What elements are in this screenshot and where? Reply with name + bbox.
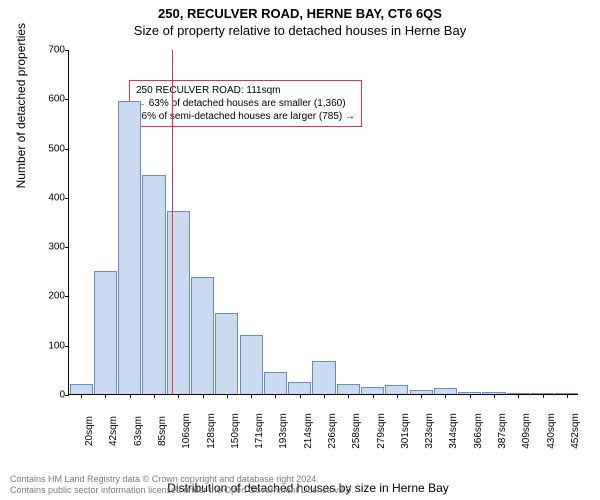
x-tick-mark [445,394,446,398]
plot-area: 250 RECULVER ROAD: 111sqm ← 63% of detac… [68,50,578,395]
x-tick-label: 85sqm [157,416,168,446]
reference-line [172,50,173,394]
y-tick-label: 400 [39,192,65,203]
x-tick-label: 20sqm [84,416,95,446]
x-tick-mark [567,394,568,398]
x-tick-label: 323sqm [424,413,435,449]
x-tick-label: 387sqm [497,413,508,449]
x-tick-mark [348,394,349,398]
x-tick-label: 279sqm [376,413,387,449]
histogram-bar [288,382,311,394]
annotation-line-3: 36% of semi-detached houses are larger (… [136,110,355,123]
x-tick-mark [81,394,82,398]
x-tick-label: 214sqm [303,413,314,449]
y-tick-label: 200 [39,291,65,302]
histogram-bar [337,384,360,394]
x-tick-label: 258sqm [351,413,362,449]
y-tick-label: 700 [39,45,65,56]
histogram-bar [240,335,263,394]
annotation-box: 250 RECULVER ROAD: 111sqm ← 63% of detac… [129,80,362,127]
y-tick-mark [65,149,69,150]
y-tick-mark [65,50,69,51]
x-tick-label: 409sqm [521,413,532,449]
x-tick-mark [543,394,544,398]
annotation-line-2: ← 63% of detached houses are smaller (1,… [136,97,355,110]
x-tick-mark [154,394,155,398]
y-tick-label: 300 [39,242,65,253]
histogram-bar [264,372,287,394]
x-tick-label: 366sqm [473,413,484,449]
x-tick-label: 150sqm [230,413,241,449]
x-tick-label: 63sqm [133,416,144,446]
histogram-bar [312,361,335,395]
y-axis-label: Number of detached properties [14,22,28,187]
histogram-bar [118,101,141,394]
y-tick-label: 600 [39,94,65,105]
x-tick-mark [178,394,179,398]
x-tick-mark [470,394,471,398]
y-tick-mark [65,296,69,297]
histogram-bar [385,385,408,394]
y-tick-mark [65,346,69,347]
y-tick-mark [65,247,69,248]
y-tick-mark [65,99,69,100]
histogram-bar [142,175,165,394]
histogram-bar [70,384,93,394]
x-tick-mark [324,394,325,398]
x-tick-mark [397,394,398,398]
x-tick-mark [518,394,519,398]
footer-line-2: Contains public sector information licen… [10,485,354,496]
y-tick-mark [65,395,69,396]
x-tick-label: 452sqm [570,413,581,449]
x-tick-mark [203,394,204,398]
histogram-bar [167,211,190,394]
x-tick-mark [275,394,276,398]
chart-title-subtitle: Size of property relative to detached ho… [0,23,600,38]
footer-attribution: Contains HM Land Registry data © Crown c… [10,474,354,497]
x-tick-label: 193sqm [278,413,289,449]
x-tick-mark [494,394,495,398]
x-tick-mark [421,394,422,398]
histogram-bar [94,271,117,394]
y-tick-label: 0 [39,390,65,401]
x-tick-label: 344sqm [448,413,459,449]
histogram-bar [191,277,214,394]
x-tick-label: 301sqm [400,413,411,449]
chart-title-address: 250, RECULVER ROAD, HERNE BAY, CT6 6QS [0,6,600,21]
x-tick-label: 42sqm [108,416,119,446]
x-tick-mark [251,394,252,398]
x-tick-label: 236sqm [327,413,338,449]
x-tick-label: 106sqm [181,413,192,449]
y-tick-mark [65,198,69,199]
x-tick-mark [227,394,228,398]
x-tick-mark [130,394,131,398]
histogram-bar [215,313,238,394]
histogram-bar [361,387,384,394]
y-tick-label: 100 [39,340,65,351]
chart-title-block: 250, RECULVER ROAD, HERNE BAY, CT6 6QS S… [0,0,600,38]
y-tick-label: 500 [39,143,65,154]
x-tick-mark [373,394,374,398]
x-tick-label: 430sqm [546,413,557,449]
annotation-line-1: 250 RECULVER ROAD: 111sqm [136,84,355,97]
x-tick-label: 128sqm [206,413,217,449]
x-tick-label: 171sqm [254,413,265,449]
chart-container: Number of detached properties 250 RECULV… [38,50,578,425]
x-tick-mark [300,394,301,398]
footer-line-1: Contains HM Land Registry data © Crown c… [10,474,354,485]
x-tick-mark [105,394,106,398]
